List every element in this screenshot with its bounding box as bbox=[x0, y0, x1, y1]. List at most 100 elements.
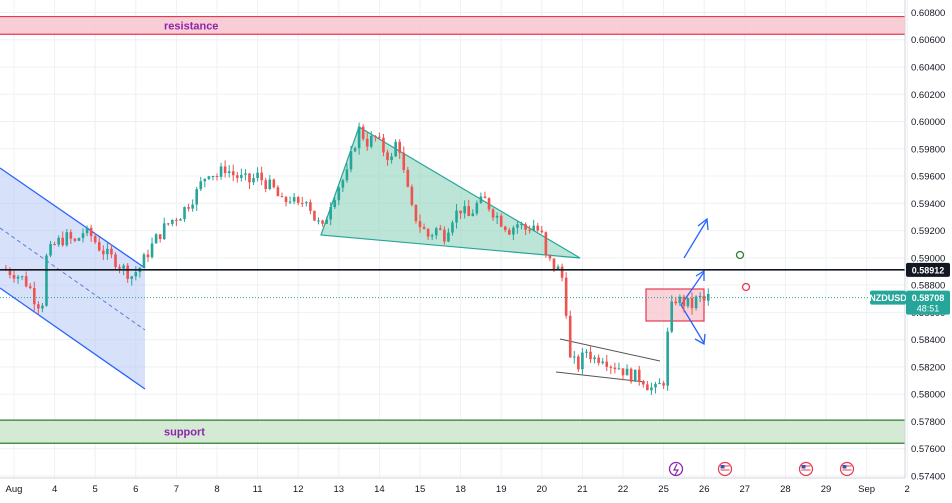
candle-body bbox=[57, 237, 60, 245]
candle-body bbox=[544, 232, 548, 255]
candle-body bbox=[702, 295, 706, 301]
candle-body bbox=[309, 202, 312, 211]
candle-body bbox=[65, 232, 69, 246]
candle-body bbox=[288, 201, 292, 203]
x-tick-label: 19 bbox=[496, 484, 507, 495]
us-event-icon bbox=[717, 461, 733, 477]
candle-body bbox=[329, 207, 332, 220]
candle-body bbox=[499, 215, 503, 227]
y-tick-label: 0.57400 bbox=[911, 472, 945, 483]
candle-body bbox=[191, 204, 194, 209]
candle-body bbox=[678, 296, 682, 304]
candle-body bbox=[658, 383, 661, 385]
candle-body bbox=[333, 200, 337, 208]
y-tick-label: 0.59000 bbox=[911, 253, 945, 264]
candle-body bbox=[475, 202, 479, 214]
candle-body bbox=[313, 210, 316, 221]
x-tick-label: 21 bbox=[577, 484, 588, 495]
x-axis: Aug 4 5 6 7 8 11 12 13 14 15 18 19 20 21 22 25 26 27 28 29 Se… bbox=[0, 477, 910, 495]
x-tick-label: 28 bbox=[780, 484, 791, 495]
y-tick-label: 0.57800 bbox=[911, 417, 945, 428]
candle-body bbox=[69, 232, 73, 239]
candle-body bbox=[597, 357, 600, 363]
y-tick-label: 0.59200 bbox=[911, 226, 945, 237]
candle-body bbox=[564, 277, 568, 316]
candle-body bbox=[552, 258, 556, 269]
candle-body bbox=[577, 356, 580, 370]
candle-body bbox=[483, 196, 487, 199]
candle-body bbox=[126, 265, 129, 279]
candle-body bbox=[532, 225, 535, 231]
zone-label: resistance bbox=[164, 20, 218, 32]
candle-body bbox=[593, 357, 596, 360]
y-tick-label: 0.58200 bbox=[911, 362, 945, 373]
candle-body bbox=[45, 255, 48, 306]
arrow-down bbox=[680, 304, 705, 344]
candle-body bbox=[422, 227, 426, 230]
candle-body bbox=[345, 169, 349, 181]
candle-body bbox=[8, 270, 12, 275]
candle-body bbox=[134, 272, 138, 277]
candle-body bbox=[284, 197, 288, 203]
candle-body bbox=[248, 173, 251, 183]
candle-body bbox=[256, 172, 259, 179]
symbol-label: NZDUSD bbox=[869, 293, 907, 303]
candle-body bbox=[166, 223, 170, 225]
candle-body bbox=[146, 254, 150, 258]
candle-body bbox=[296, 197, 300, 203]
us-event-icon bbox=[798, 461, 814, 477]
candle-body bbox=[28, 286, 32, 289]
candle-body bbox=[349, 151, 353, 170]
candle-body bbox=[686, 298, 690, 307]
candles bbox=[4, 122, 710, 395]
x-tick-label: 6 bbox=[133, 484, 138, 495]
candle-body bbox=[61, 237, 65, 246]
y-tick-label: 0.60000 bbox=[911, 117, 945, 128]
y-tick-label: 0.59400 bbox=[911, 199, 945, 210]
candle-body bbox=[621, 368, 625, 376]
candle-body bbox=[439, 228, 442, 230]
candle-body bbox=[613, 367, 617, 370]
candle-body bbox=[646, 384, 649, 391]
x-tick-label: 22 bbox=[618, 484, 629, 495]
candle-body bbox=[508, 229, 511, 235]
candle-body bbox=[690, 298, 694, 309]
candle-body bbox=[236, 175, 239, 178]
candle-body bbox=[280, 196, 284, 198]
candle-body bbox=[512, 227, 515, 235]
candle-body bbox=[365, 138, 369, 147]
candle-body bbox=[357, 126, 361, 149]
candle-body bbox=[317, 220, 320, 222]
candle-body bbox=[305, 202, 308, 204]
candle-body bbox=[662, 383, 665, 386]
candle-body bbox=[479, 196, 483, 203]
candle-body bbox=[227, 171, 231, 174]
candle-body bbox=[650, 387, 653, 391]
candle-body bbox=[418, 221, 422, 228]
symbol-tag bbox=[870, 290, 906, 305]
candle-body bbox=[219, 166, 223, 177]
candle-body bbox=[215, 176, 219, 178]
candle-body bbox=[560, 266, 564, 278]
candle-body bbox=[382, 137, 385, 153]
candle-body bbox=[398, 141, 401, 153]
drawings bbox=[0, 126, 751, 390]
candle-body bbox=[276, 187, 280, 197]
candle-body bbox=[694, 296, 698, 309]
candle-body bbox=[175, 219, 178, 221]
candle-body bbox=[158, 234, 162, 240]
candle-body bbox=[20, 276, 24, 278]
zone-rect bbox=[0, 420, 905, 444]
candle-body bbox=[97, 242, 101, 251]
y-tick-label: 0.60600 bbox=[911, 35, 945, 46]
x-tick-label: Sep bbox=[858, 484, 875, 495]
zone-rect bbox=[0, 16, 905, 35]
candle-body bbox=[463, 206, 466, 214]
arrow-head bbox=[697, 217, 709, 231]
arrow-up-long bbox=[683, 219, 708, 259]
candle-body bbox=[114, 254, 117, 268]
candle-body bbox=[106, 248, 109, 255]
us-event-icon bbox=[839, 461, 855, 477]
x-tick-label: 29 bbox=[821, 484, 832, 495]
